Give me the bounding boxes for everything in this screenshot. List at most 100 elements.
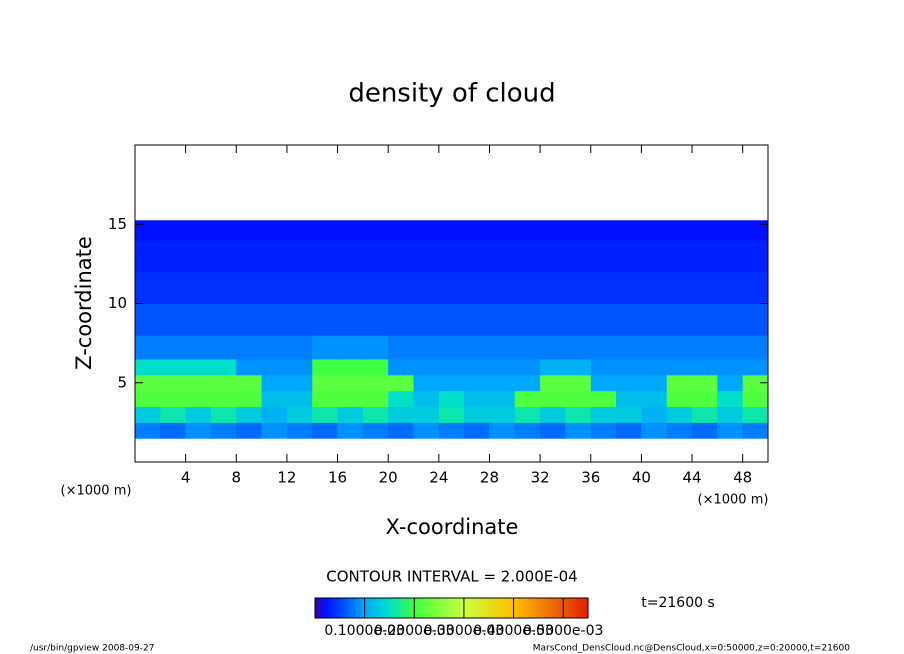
field-cell (337, 358, 364, 376)
field-cell (489, 422, 516, 439)
field-cell (514, 374, 541, 392)
field-cell (438, 406, 465, 423)
field-cell (489, 374, 516, 392)
field-cell (337, 220, 364, 241)
field-cell (362, 240, 389, 273)
field-cell (135, 240, 161, 273)
field-cell (438, 240, 465, 273)
field-cell (185, 390, 212, 408)
field-cell (590, 335, 617, 360)
field-cell (590, 358, 617, 376)
field-cell (210, 335, 237, 360)
time-label: t=21600 s (641, 595, 715, 611)
field-cell (565, 240, 592, 273)
field-cell (413, 271, 440, 304)
field-cell (641, 422, 668, 439)
field-cell (388, 303, 415, 336)
field-cell (236, 374, 263, 392)
field-cell (641, 303, 668, 336)
field-cell (413, 374, 440, 392)
colorbar: 0.1000e-030.2000e-030.3000e-030.4000e-03… (314, 597, 603, 639)
colorbar-tick-label: 0.4000e-03 (473, 623, 553, 639)
field-cell (692, 271, 718, 304)
colorbar-fill (314, 597, 589, 619)
field-cell (616, 240, 642, 273)
field-cell (692, 240, 718, 273)
field-cell (286, 374, 313, 392)
field-cell (210, 390, 237, 408)
field-cell (185, 422, 212, 439)
field-cell (514, 240, 541, 273)
field-cell (236, 240, 263, 273)
field-cell (616, 271, 642, 304)
x-tick-label: 16 (328, 469, 347, 487)
field-cell (286, 220, 313, 241)
field-cell (489, 303, 516, 336)
field-cell (717, 240, 744, 273)
field-cell (261, 220, 288, 241)
y-tick-label: 5 (117, 373, 127, 391)
field-cell (742, 358, 769, 376)
field-cell (666, 422, 693, 439)
field-cell (160, 406, 187, 423)
field-cell (362, 374, 389, 392)
field-cell (185, 240, 212, 273)
field-cell (438, 303, 465, 336)
field-cell (565, 358, 592, 376)
field-cell (312, 422, 339, 439)
field-cell (717, 406, 744, 423)
field-cell (717, 390, 744, 408)
field-cell (590, 303, 617, 336)
field-cell (489, 271, 516, 304)
field-cell (692, 374, 718, 392)
field-cell (135, 271, 161, 304)
x-tick-label: 4 (181, 469, 191, 487)
field-cell (717, 422, 744, 439)
field-cell (641, 220, 668, 241)
field-cell (337, 303, 364, 336)
field-cell (666, 271, 693, 304)
field-cell (286, 271, 313, 304)
field-cell (210, 374, 237, 392)
field-cell (210, 406, 237, 423)
field-cell (565, 390, 592, 408)
field-cell (388, 358, 415, 376)
field-cell (565, 335, 592, 360)
field-cell (742, 335, 769, 360)
field-cell (540, 220, 566, 241)
field-cell (286, 303, 313, 336)
field-cell (236, 390, 263, 408)
field-cell (413, 220, 440, 241)
field-cell (261, 358, 288, 376)
field-cell (362, 422, 389, 439)
field-cell (565, 303, 592, 336)
field-cell (514, 220, 541, 241)
field-cell (692, 390, 718, 408)
field-cell (717, 374, 744, 392)
field-cell (464, 358, 490, 376)
field-cell (742, 406, 769, 423)
field-cell (261, 422, 288, 439)
field-cell (185, 374, 212, 392)
x-tick-label: 8 (232, 469, 242, 487)
x-tick-label: 36 (581, 469, 600, 487)
field-cell (388, 390, 415, 408)
field-cell (742, 240, 769, 273)
field-cell (312, 271, 339, 304)
field-cell (514, 422, 541, 439)
field-cell (236, 358, 263, 376)
x-axis-label: X-coordinate (386, 515, 519, 539)
field-cell (337, 335, 364, 360)
field-cell (565, 406, 592, 423)
field-cell (388, 240, 415, 273)
field-cell (337, 390, 364, 408)
field-cell (312, 374, 339, 392)
field-cell (540, 240, 566, 273)
field-cell (185, 271, 212, 304)
field-cell (210, 422, 237, 439)
field-cell (135, 335, 161, 360)
field-cell (717, 303, 744, 336)
field-cell (236, 335, 263, 360)
field-cell (514, 358, 541, 376)
field-cell (641, 271, 668, 304)
